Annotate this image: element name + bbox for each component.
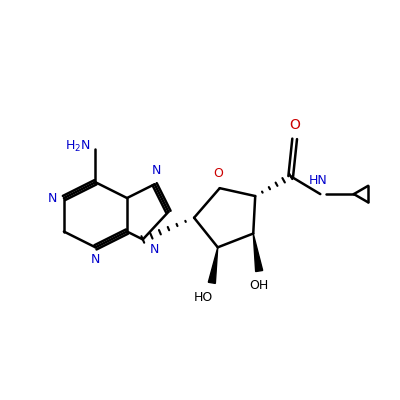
Text: N: N	[91, 253, 100, 266]
Polygon shape	[253, 234, 263, 272]
Text: N: N	[150, 243, 159, 256]
Text: HO: HO	[194, 291, 213, 304]
Text: N: N	[152, 164, 161, 177]
Text: OH: OH	[250, 279, 269, 292]
Text: O: O	[289, 118, 300, 132]
Text: H$_2$N: H$_2$N	[65, 139, 90, 154]
Text: N: N	[48, 192, 57, 204]
Text: HN: HN	[309, 174, 328, 187]
Polygon shape	[208, 247, 218, 284]
Text: O: O	[213, 167, 223, 180]
